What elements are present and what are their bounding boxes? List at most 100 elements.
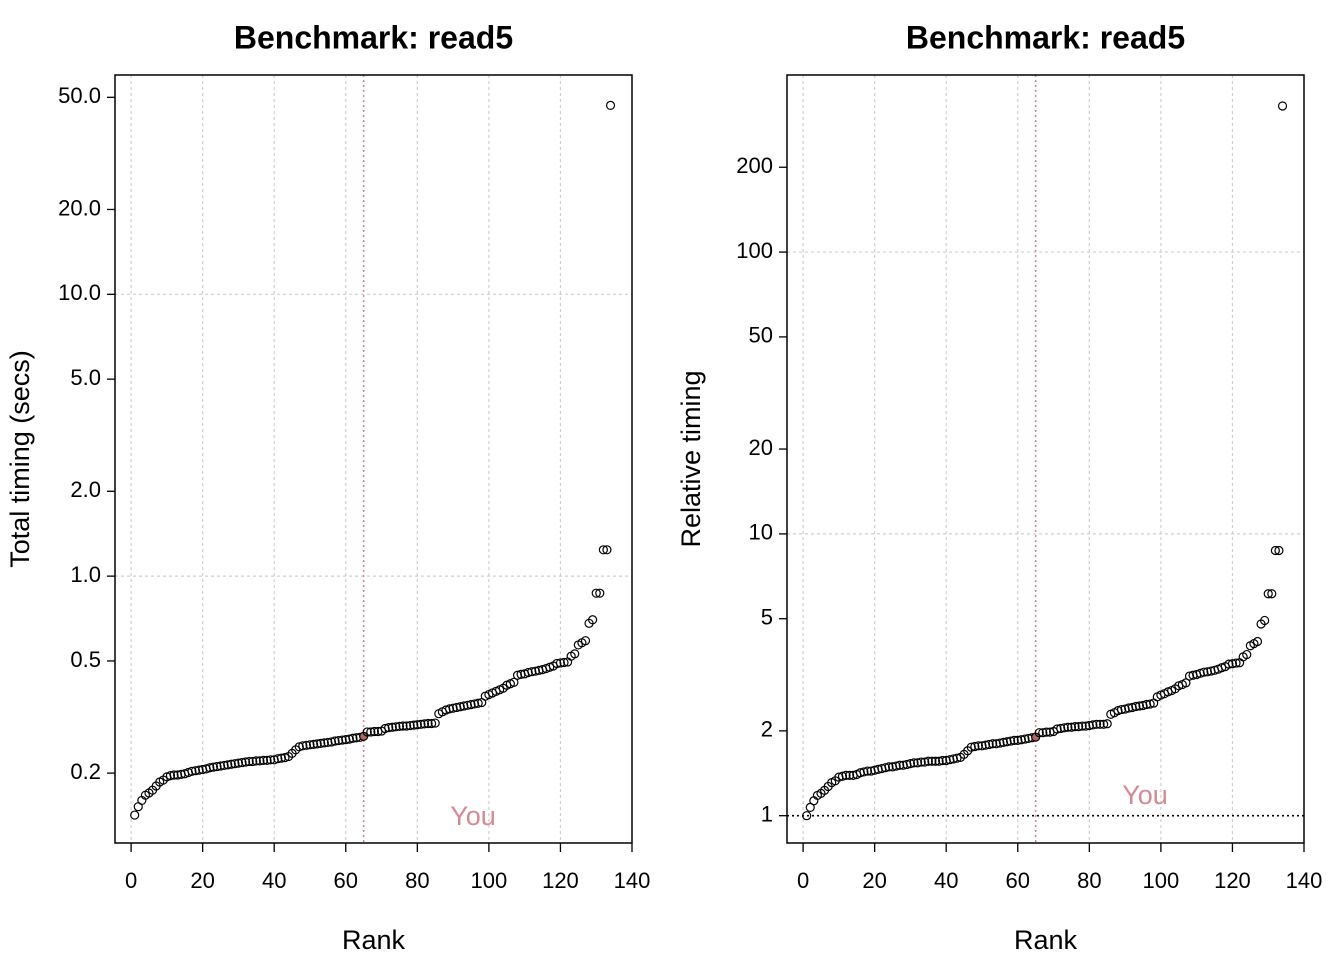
- data-point: [605, 100, 616, 111]
- data-point: [1113, 706, 1123, 716]
- data-point: [173, 770, 183, 780]
- data-point: [384, 723, 394, 733]
- y-tick-label: 20.0: [58, 195, 101, 220]
- data-point: [998, 737, 1009, 748]
- data-point: [1242, 649, 1252, 660]
- data-point: [409, 720, 419, 730]
- data-point: [344, 734, 354, 744]
- data-point: [401, 721, 412, 731]
- data-point: [266, 755, 276, 765]
- data-point: [452, 702, 462, 713]
- data-point: [334, 735, 344, 746]
- data-point: [219, 760, 229, 771]
- data-point: [423, 718, 433, 729]
- data-point: [1034, 728, 1044, 738]
- data-point: [1124, 703, 1134, 713]
- data-point: [555, 658, 566, 668]
- data-point: [973, 741, 984, 751]
- data-point: [130, 810, 140, 820]
- data-point: [212, 761, 222, 772]
- data-point: [366, 727, 376, 737]
- data-point: [165, 770, 176, 781]
- data-point: [230, 759, 240, 769]
- data-point: [305, 740, 315, 750]
- data-point: [1138, 700, 1148, 711]
- y-tick-label: 1: [761, 802, 773, 827]
- data-point: [595, 588, 605, 598]
- data-point: [330, 736, 340, 746]
- x-tick-label: 140: [614, 868, 651, 893]
- data-point: [991, 739, 1001, 749]
- data-point: [255, 756, 265, 766]
- data-point: [966, 742, 976, 752]
- data-point: [466, 700, 476, 710]
- plot-frame: [786, 74, 1305, 844]
- data-point: [1260, 615, 1270, 626]
- data-point: [1002, 737, 1012, 747]
- data-point: [552, 658, 562, 669]
- data-point: [1091, 719, 1102, 729]
- data-point: [308, 739, 319, 749]
- data-point: [1202, 667, 1212, 677]
- y-tick-label: 10: [749, 520, 773, 545]
- data-point: [391, 722, 401, 732]
- data-point: [570, 649, 580, 659]
- data-point: [223, 760, 233, 770]
- data-point: [912, 758, 923, 768]
- data-point: [905, 759, 916, 769]
- y-tick-label: 5.0: [70, 365, 101, 390]
- data-point: [444, 704, 455, 714]
- data-point: [1038, 728, 1048, 738]
- x-tick-label: 80: [1077, 868, 1101, 893]
- data-point: [301, 740, 312, 750]
- data-point: [273, 754, 283, 764]
- y-tick-label: 50.0: [58, 83, 101, 108]
- data-point: [387, 722, 397, 732]
- data-point: [580, 636, 591, 646]
- data-point: [459, 701, 469, 711]
- data-point: [298, 741, 308, 751]
- data-point: [312, 739, 322, 749]
- y-tick-label: 1.0: [70, 562, 101, 587]
- data-point: [1145, 699, 1155, 709]
- data-point: [1006, 736, 1016, 746]
- data-point: [1088, 720, 1098, 730]
- data-point: [891, 761, 901, 771]
- data-point: [1073, 722, 1084, 732]
- x-tick-label: 20: [862, 868, 886, 893]
- data-point: [1066, 722, 1077, 732]
- data-point: [430, 718, 440, 728]
- data-point: [258, 755, 269, 765]
- x-tick-label: 40: [262, 868, 286, 893]
- data-point: [1070, 722, 1080, 732]
- data-point: [837, 771, 848, 781]
- data-point: [169, 770, 179, 780]
- data-point: [927, 756, 937, 766]
- data-point: [980, 740, 991, 750]
- data-point: [527, 667, 537, 677]
- chart-title: Benchmark: read5: [234, 19, 513, 55]
- data-point: [1199, 667, 1209, 677]
- data-point: [845, 770, 855, 780]
- data-point: [1084, 720, 1094, 731]
- data-point: [802, 811, 812, 821]
- y-tick-label: 2.0: [70, 477, 101, 502]
- data-point: [251, 756, 261, 766]
- data-point: [509, 677, 519, 687]
- data-point: [559, 657, 569, 668]
- data-point: [895, 760, 905, 770]
- data-point: [1127, 702, 1137, 713]
- data-point: [427, 718, 437, 729]
- x-axis-label: Rank: [1014, 925, 1078, 955]
- data-point: [1059, 723, 1069, 733]
- data-point: [880, 763, 890, 773]
- x-tick-label: 120: [1214, 868, 1251, 893]
- data-point: [215, 761, 226, 771]
- data-point: [995, 738, 1005, 748]
- y-tick-label: 5: [761, 605, 773, 630]
- data-point: [1009, 735, 1019, 746]
- data-point: [419, 719, 430, 729]
- data-point: [598, 545, 608, 555]
